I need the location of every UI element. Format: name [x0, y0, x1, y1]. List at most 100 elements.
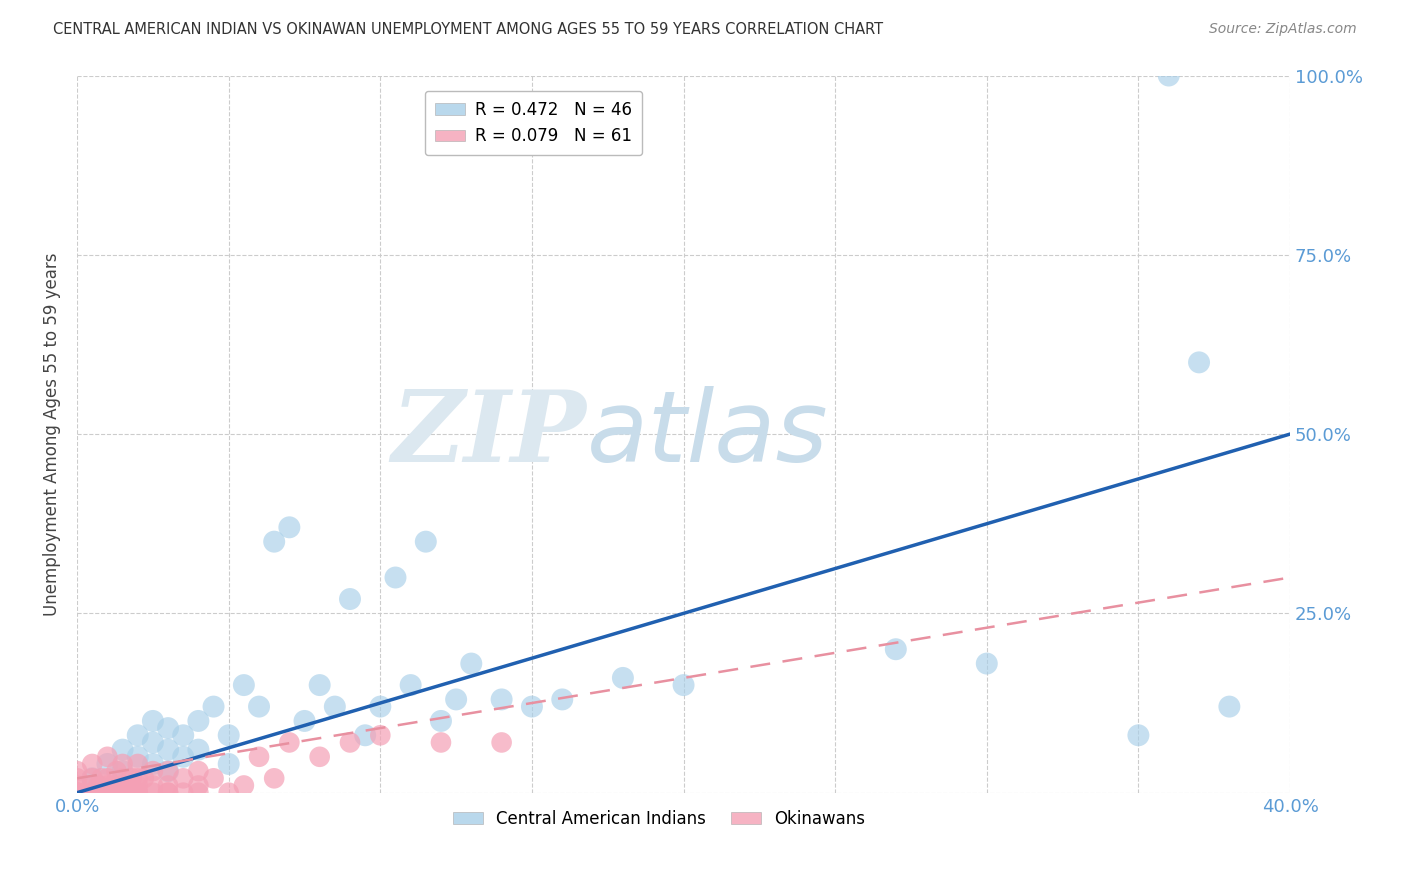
Point [66, 786, 89, 800]
Text: CENTRAL AMERICAN INDIAN VS OKINAWAN UNEMPLOYMENT AMONG AGES 55 TO 59 YEARS CORRE: CENTRAL AMERICAN INDIAN VS OKINAWAN UNEM… [53, 22, 883, 37]
Point [127, 772, 149, 786]
Point [96, 786, 118, 800]
Point [111, 742, 134, 756]
Point [247, 749, 270, 764]
Point [1188, 355, 1211, 369]
Point [370, 728, 392, 742]
Point [82, 786, 104, 800]
Point [82, 756, 104, 771]
Point [142, 756, 165, 771]
Point [127, 749, 149, 764]
Point [96, 772, 118, 786]
Point [127, 756, 149, 771]
Point [247, 699, 270, 714]
Point [117, 779, 139, 793]
Point [111, 786, 134, 800]
Point [172, 749, 194, 764]
Point [157, 742, 180, 756]
Text: atlas: atlas [586, 385, 828, 483]
Point [491, 692, 513, 706]
Point [87, 779, 110, 793]
Point [66, 786, 89, 800]
Point [90, 786, 112, 800]
Point [96, 756, 118, 771]
Point [142, 714, 165, 728]
Point [127, 786, 149, 800]
Point [339, 735, 361, 749]
Point [111, 756, 134, 771]
Point [66, 779, 89, 793]
Point [111, 786, 134, 800]
Point [111, 772, 134, 786]
Point [127, 786, 149, 800]
Point [491, 735, 513, 749]
Point [218, 728, 240, 742]
Point [127, 779, 149, 793]
Point [370, 699, 392, 714]
Point [105, 764, 128, 779]
Point [339, 592, 361, 607]
Point [323, 699, 346, 714]
Point [66, 786, 89, 800]
Point [103, 786, 125, 800]
Point [187, 764, 209, 779]
Point [121, 772, 143, 786]
Point [430, 714, 453, 728]
Point [172, 786, 194, 800]
Point [884, 642, 907, 657]
Point [111, 779, 134, 793]
Point [384, 570, 406, 584]
Point [157, 786, 180, 800]
Point [187, 779, 209, 793]
Point [430, 735, 453, 749]
Point [278, 520, 301, 534]
Point [103, 779, 125, 793]
Point [976, 657, 998, 671]
Point [82, 772, 104, 786]
Point [96, 779, 118, 793]
Point [1128, 728, 1150, 742]
Point [142, 764, 165, 779]
Point [263, 534, 285, 549]
Point [444, 692, 467, 706]
Text: ZIP: ZIP [391, 386, 586, 483]
Point [415, 534, 437, 549]
Point [202, 772, 225, 786]
Point [1218, 699, 1240, 714]
Point [232, 678, 254, 692]
Point [132, 772, 155, 786]
Point [232, 779, 254, 793]
Point [187, 786, 209, 800]
Point [82, 786, 104, 800]
Point [66, 764, 89, 779]
Point [142, 735, 165, 749]
Point [294, 714, 316, 728]
Point [218, 756, 240, 771]
Point [551, 692, 574, 706]
Point [187, 714, 209, 728]
Point [399, 678, 422, 692]
Point [278, 735, 301, 749]
Point [82, 779, 104, 793]
Point [1157, 69, 1180, 83]
Point [66, 786, 89, 800]
Y-axis label: Unemployment Among Ages 55 to 59 years: Unemployment Among Ages 55 to 59 years [44, 252, 60, 615]
Point [218, 786, 240, 800]
Point [308, 749, 330, 764]
Point [111, 764, 134, 779]
Point [187, 742, 209, 756]
Point [460, 657, 482, 671]
Point [127, 786, 149, 800]
Point [263, 772, 285, 786]
Legend: Central American Indians, Okinawans: Central American Indians, Okinawans [446, 803, 872, 835]
Point [172, 772, 194, 786]
Point [354, 728, 377, 742]
Point [172, 728, 194, 742]
Point [96, 749, 118, 764]
Point [96, 786, 118, 800]
Point [308, 678, 330, 692]
Point [157, 786, 180, 800]
Point [157, 764, 180, 779]
Point [157, 779, 180, 793]
Point [157, 764, 180, 779]
